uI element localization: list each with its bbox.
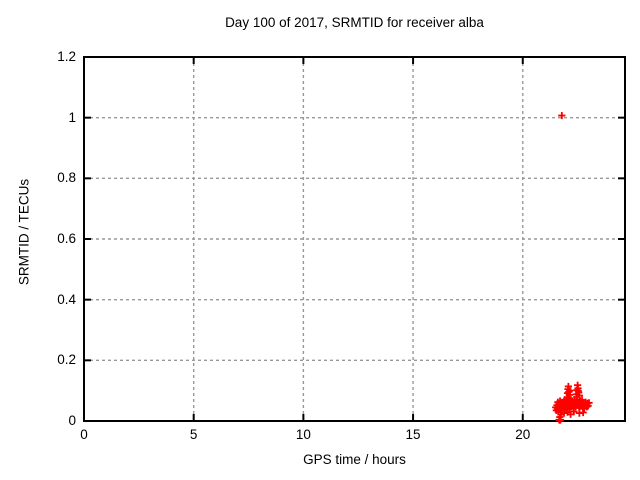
- y-tick-label: 1: [68, 109, 76, 125]
- y-tick-label: 1.2: [57, 49, 76, 64]
- y-tick-label: 0.2: [57, 352, 76, 368]
- y-tick-label: 0.6: [57, 231, 76, 246]
- data-point: [574, 387, 582, 395]
- x-tick-label: 10: [295, 427, 311, 442]
- data-point: [566, 387, 574, 395]
- x-tick-label: 0: [80, 427, 88, 442]
- y-tick-label: 0: [68, 413, 76, 428]
- data-point: [557, 411, 565, 419]
- data-point: [585, 399, 593, 407]
- x-tick-label: 5: [189, 427, 198, 442]
- x-tick-label: 20: [515, 427, 531, 442]
- data-point: [558, 111, 566, 120]
- x-tick-label: 15: [405, 427, 421, 442]
- data-point: [570, 407, 578, 416]
- chart-title: Day 100 of 2017, SRMTID for receiver alb…: [225, 15, 484, 30]
- data-point: [579, 408, 587, 417]
- y-tick-label: 0.8: [57, 170, 76, 186]
- y-tick-label: 0.4: [57, 291, 76, 307]
- x-axis-label: GPS time / hours: [303, 452, 406, 467]
